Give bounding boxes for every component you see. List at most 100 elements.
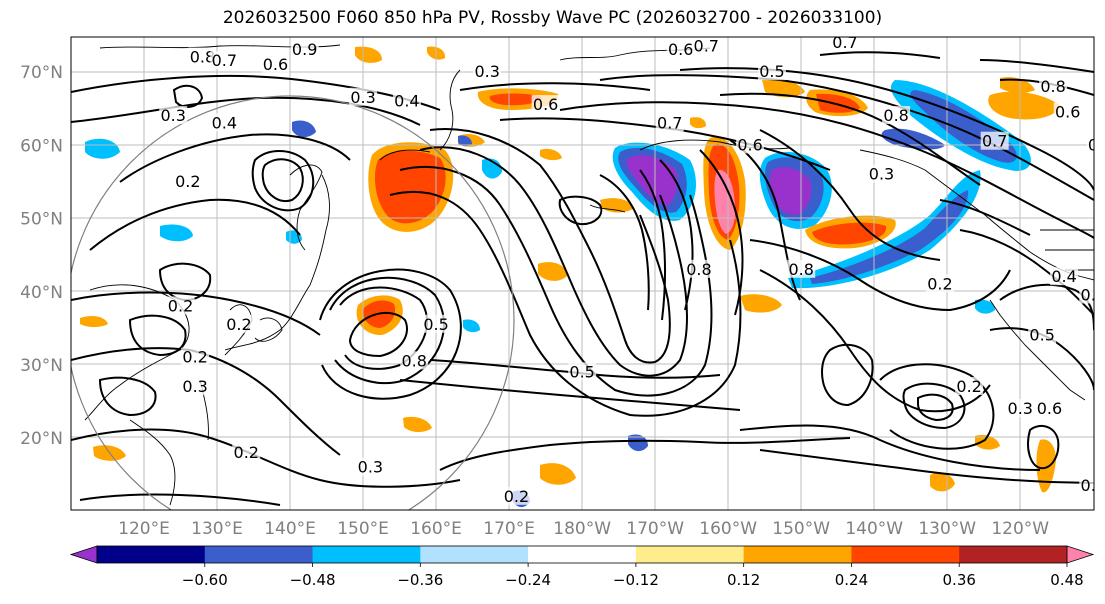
contour-label-bg [224, 314, 253, 333]
contour-label-bg [787, 259, 816, 278]
colorbar-tick-label: −0.36 [397, 571, 443, 589]
lat-label-70: 70°N [20, 63, 63, 83]
contour-label-bg [181, 347, 210, 366]
contour-label: 0.7 [832, 33, 857, 52]
lat-label-30: 30°N [20, 356, 63, 376]
contour-label-bg [736, 135, 765, 154]
colorbar-segment [420, 546, 529, 563]
colorbar-segment [528, 546, 637, 563]
contour-label-bg [173, 171, 202, 190]
contour-label: 0.3 [869, 165, 894, 184]
contour-label: 0.4 [1051, 267, 1076, 286]
contour-label: 0.7 [982, 132, 1007, 151]
reference-circle [71, 95, 515, 510]
contour-label: 0.6 [1081, 285, 1105, 304]
lon-label-140: 140°E [264, 519, 316, 539]
colorbar-tick-label: 0.36 [943, 571, 976, 589]
contour-label-bg [210, 51, 239, 70]
colorbar-tick-label: −0.12 [613, 571, 659, 589]
contour-label-bg [422, 314, 451, 333]
contour-labels: 0.80.7 0.60.90.3 0.40.3 0.40.30.60.6 0.7 0.70… [159, 33, 1105, 506]
contour-label: 0.5 [423, 315, 448, 334]
colorbar-tick-label: 0.48 [1050, 571, 1083, 589]
contour-label-bg [568, 362, 597, 381]
contour-label: 0.4 [394, 91, 419, 110]
lon-label-160: 160°E [410, 519, 462, 539]
contour-label-bg [757, 62, 786, 81]
colorbar-tick-label: −0.24 [505, 571, 551, 589]
map-area: 0.80.7 0.60.90.3 0.40.3 0.40.30.60.6 0.7 0.70… [71, 33, 1105, 510]
contour-label: 0.2 [168, 296, 193, 315]
longitude-axis: 120°E 130°E 140°E 150°E 160°E 170°E 180°W 170°W… [118, 519, 1049, 539]
colorbar-segment [959, 546, 1068, 563]
contour-label: 0.2 [504, 487, 529, 506]
contour-label-bg [181, 376, 210, 395]
contour-label: 0.6 [1055, 102, 1080, 121]
contour-label: 0.7 [212, 51, 237, 70]
contour-label-bg [1079, 285, 1094, 304]
contour-label: 0.8 [883, 106, 908, 125]
contour-label-bg [290, 40, 319, 59]
contour-label: 0.6 [533, 95, 558, 114]
lon-label-230: 130°W [918, 519, 976, 539]
plot-title: 2026032500 F060 850 hPa PV, Rossby Wave … [222, 8, 883, 28]
contour-label: 0.5 [569, 362, 594, 381]
contour-label: 0.7 [694, 37, 719, 56]
contour-label-bg [531, 95, 560, 114]
contour-label: 0.5 [1029, 326, 1054, 345]
contour-label: 0.6 [263, 55, 288, 74]
contour-label: 0.9 [292, 40, 317, 59]
lon-label-120: 120°E [118, 519, 170, 539]
contour-label: 0.8 [1040, 77, 1065, 96]
contour-label-bg [655, 113, 684, 132]
contour-label-bg [882, 106, 911, 125]
colorbar-tick-label: −0.60 [182, 571, 228, 589]
contour-label-bg [502, 486, 531, 505]
lat-label-60: 60°N [20, 136, 63, 156]
contour-label-bg [392, 91, 421, 110]
contour-label-bg [188, 47, 217, 66]
lon-label-200: 160°W [699, 519, 757, 539]
contour-label: 0.7 [657, 113, 682, 132]
contour-label: 0.3 [350, 88, 375, 107]
lon-label-180: 180°W [553, 519, 611, 539]
contour-label-bg [666, 40, 695, 59]
colorbar-outline [96, 545, 1068, 564]
lon-label-190: 170°W [626, 519, 684, 539]
contour-label-bg [1053, 102, 1082, 121]
contour-label-bg [1035, 398, 1064, 417]
contour-label-bg [210, 113, 239, 132]
contour-label-bg [473, 62, 502, 81]
contour-label: 0.8 [686, 260, 711, 279]
contour-label-bg [1086, 135, 1094, 154]
contour-label: 0.3 [1008, 399, 1033, 418]
colorbar-extend-high [1066, 545, 1095, 564]
contour-label: 0.3 [182, 377, 207, 396]
colorbar-segment [204, 546, 314, 563]
contour-label: 0.8 [190, 48, 215, 67]
colorbar-segment [743, 546, 852, 563]
contour-label-bg [1101, 326, 1105, 344]
contour-label-bg [831, 37, 860, 51]
lon-label-240: 120°W [991, 519, 1049, 539]
contour-label-bg [1050, 267, 1079, 286]
latitude-axis: 70°N 60°N 50°N 40°N 30°N 20°N [20, 63, 63, 449]
contour-label-bg [356, 457, 385, 476]
contour-label-bg [925, 274, 954, 293]
map-frame [70, 36, 1095, 511]
contour-label-bg [1079, 475, 1094, 494]
contour-label: 0.4 [212, 113, 237, 132]
colorbar-extend-low [69, 545, 98, 564]
lon-label-210: 150°W [772, 519, 830, 539]
contour-label-bg [349, 87, 378, 106]
contour-label: 0.8 [788, 260, 813, 279]
lon-label-150: 150°E [337, 519, 389, 539]
contour-label: 0.3 [358, 458, 383, 477]
contour-label: 0.8 [401, 351, 426, 370]
contour-label-bg [980, 131, 1009, 150]
contour-label-bg [684, 259, 713, 278]
lon-label-170: 170°E [483, 519, 535, 539]
contour-label: 0.6 [737, 135, 762, 154]
contour-label-bg [232, 442, 261, 461]
contour-label-bg [261, 54, 290, 73]
